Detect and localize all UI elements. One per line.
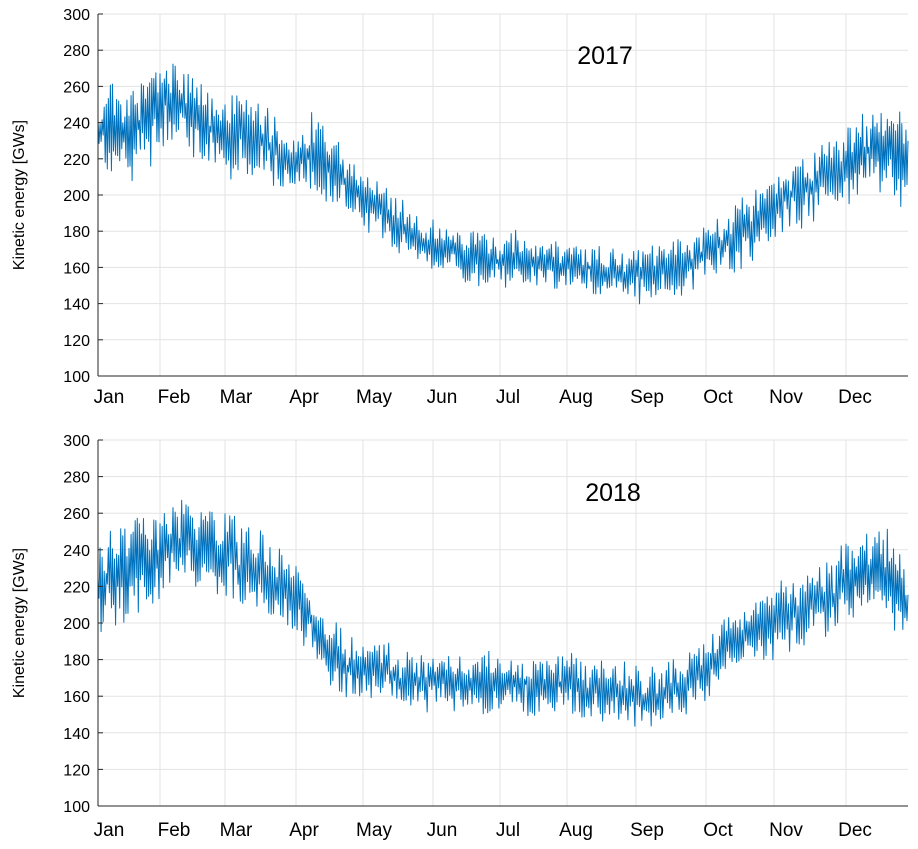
- y-tick-label: 120: [63, 762, 90, 779]
- y-tick-label: 260: [63, 506, 90, 523]
- y-tick-label: 280: [63, 470, 90, 487]
- x-tick-label: Nov: [769, 820, 803, 841]
- x-tick-label: Dec: [838, 387, 872, 408]
- x-tick-label: Jan: [94, 387, 125, 408]
- x-tick-label: Jun: [427, 387, 458, 408]
- y-tick-label: 240: [63, 116, 90, 133]
- y-tick-label: 200: [63, 616, 90, 633]
- y-tick-label: 180: [63, 224, 90, 241]
- x-tick-label: Sep: [630, 820, 664, 841]
- x-tick-label: Aug: [559, 820, 593, 841]
- y-tick-label: 140: [63, 297, 90, 314]
- y-axis-label: Kinetic energy [GWs]: [11, 120, 28, 270]
- y-tick-label: 160: [63, 689, 90, 706]
- y-tick-label: 200: [63, 188, 90, 205]
- x-tick-label: Mar: [220, 387, 253, 408]
- y-tick-label: 140: [63, 726, 90, 743]
- x-tick-label: Oct: [703, 820, 733, 841]
- x-tick-label: Mar: [220, 820, 253, 841]
- x-tick-label: Jul: [496, 387, 520, 408]
- y-axis-label: Kinetic energy [GWs]: [11, 548, 28, 698]
- y-tick-label: 220: [63, 152, 90, 169]
- x-tick-label: Apr: [289, 387, 319, 408]
- x-tick-label: Aug: [559, 387, 593, 408]
- x-tick-label: Feb: [158, 387, 191, 408]
- y-tick-label: 180: [63, 653, 90, 670]
- chart-panel-2018: 100 120 140 160 180 200 220 240 260 280 300 Jan Feb M…: [11, 433, 909, 841]
- x-tick-label: Feb: [158, 820, 191, 841]
- x-tick-label: Nov: [769, 387, 803, 408]
- x-tick-label: May: [356, 387, 392, 408]
- y-tick-label: 300: [63, 7, 90, 24]
- chart-panel-2017: 100 120 140 160 180 200 220 240 260 280 300 Jan Feb M…: [11, 7, 909, 408]
- y-tick-label: 280: [63, 43, 90, 60]
- series-line-2017: [97, 63, 909, 305]
- x-tick-label: Jul: [496, 820, 520, 841]
- chart-title: 2017: [577, 42, 633, 70]
- y-tick-label: 100: [63, 799, 90, 816]
- x-tick-label: Sep: [630, 387, 664, 408]
- y-tick-label: 160: [63, 260, 90, 277]
- x-tick-label: Oct: [703, 387, 733, 408]
- x-tick-label: May: [356, 820, 392, 841]
- y-tick-label: 120: [63, 333, 90, 350]
- y-tick-label: 220: [63, 579, 90, 596]
- y-tick-label: 100: [63, 369, 90, 386]
- x-tick-label: Jun: [427, 820, 458, 841]
- y-tick-label: 260: [63, 79, 90, 96]
- chart-title: 2018: [585, 479, 641, 507]
- series-line-2018: [97, 499, 909, 727]
- y-tick-label: 300: [63, 433, 90, 450]
- x-tick-label: Dec: [838, 820, 872, 841]
- y-tick-label: 240: [63, 543, 90, 560]
- x-tick-label: Jan: [94, 820, 125, 841]
- x-tick-label: Apr: [289, 820, 319, 841]
